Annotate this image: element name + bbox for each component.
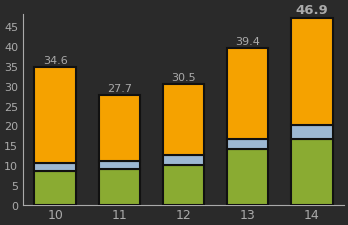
Bar [291, 126, 333, 140]
Bar [227, 150, 268, 205]
Bar [227, 49, 268, 140]
Bar [98, 95, 140, 162]
Bar [34, 171, 76, 205]
Bar [163, 156, 204, 166]
Bar [163, 166, 204, 205]
Bar [291, 140, 333, 205]
Text: 39.4: 39.4 [235, 37, 260, 47]
Bar [34, 68, 76, 164]
Text: 27.7: 27.7 [107, 83, 132, 93]
Bar [98, 162, 140, 169]
Bar [34, 164, 76, 171]
Bar [98, 169, 140, 205]
Text: 30.5: 30.5 [171, 72, 196, 82]
Bar [163, 84, 204, 156]
Text: 46.9: 46.9 [295, 4, 328, 17]
Text: 34.6: 34.6 [43, 56, 68, 66]
Bar [227, 140, 268, 150]
Bar [291, 19, 333, 126]
